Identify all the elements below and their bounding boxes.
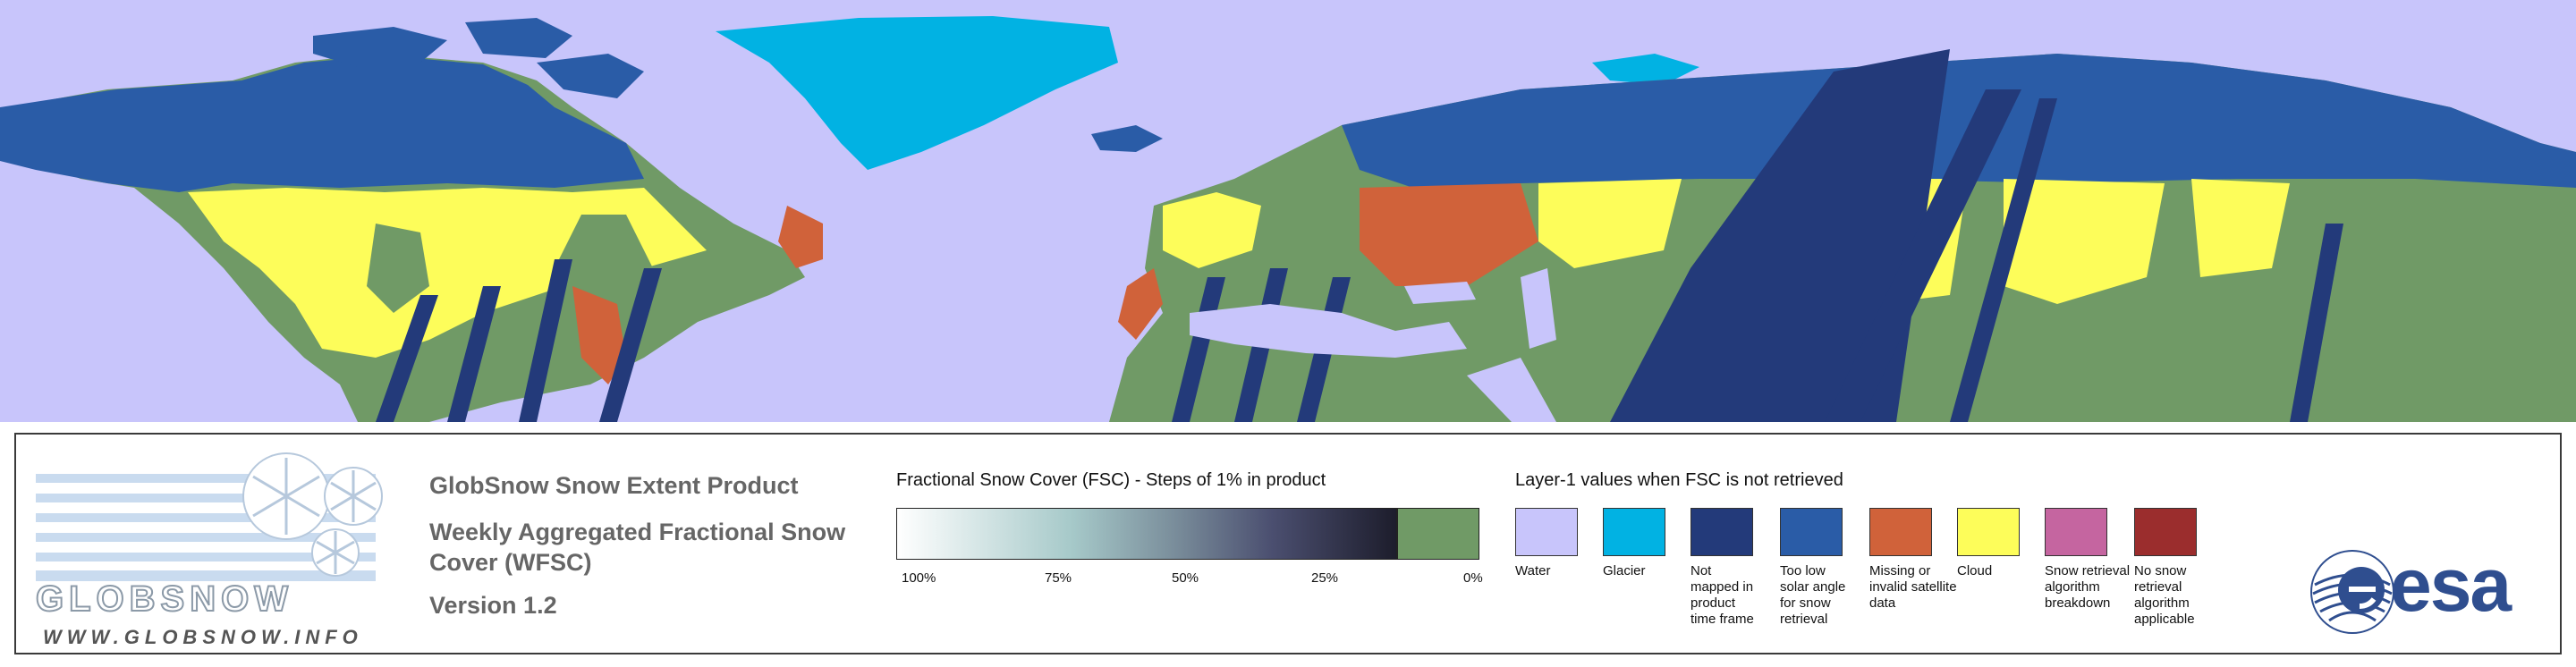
legend-panel: GLOBSNOW WWW.GLOBSNOW.INFO GlobSnow Snow… <box>14 433 2562 654</box>
fsc-scale-title: Fractional Snow Cover (FSC) - Steps of 1… <box>896 470 1326 490</box>
legend-swatch-not-applicable <box>2134 508 2197 556</box>
fsc-tick: 50% <box>1172 570 1199 586</box>
legend-label-line: Cloud <box>1957 563 1993 578</box>
legend-label-invalid: Missing or invalid satellite data <box>1869 563 1959 612</box>
product-subtitle-line1: Weekly Aggregated Fractional Snow <box>429 519 846 545</box>
fsc-zero-swatch <box>1397 508 1479 560</box>
legend-swatch-cloud <box>1957 508 2020 556</box>
inland-seas <box>1190 268 1556 422</box>
product-subtitle-line2: Cover (WFSC) <box>429 549 592 576</box>
legend-label-line: product <box>1690 595 1736 611</box>
legend-label-line: retrieval <box>2134 579 2182 595</box>
version-label: Version 1.2 <box>429 592 557 619</box>
legend-label-line: breakdown <box>2045 595 2111 611</box>
legend-label-cloud: Cloud <box>1957 563 2046 579</box>
north-america <box>0 54 823 422</box>
legend-label-line: mapped in <box>1690 579 1754 595</box>
product-title: GlobSnow Snow Extent Product <box>429 472 799 499</box>
legend-label-line: for snow <box>1780 595 1831 611</box>
esa-logo: esa <box>2306 543 2547 637</box>
legend-label-line: time frame <box>1690 612 1754 627</box>
fsc-tick: 75% <box>1045 570 1072 586</box>
svalbard <box>1592 54 1699 85</box>
legend-label-line: invalid satellite <box>1869 579 1957 595</box>
legend-label-line: No snow <box>2134 563 2187 578</box>
esa-wordmark: esa <box>2390 543 2512 627</box>
fsc-tick: 100% <box>902 570 936 586</box>
legend-label-not-applicable: No snow retrieval algorithm applicable <box>2134 563 2224 628</box>
legend-label-line: Glacier <box>1603 563 1646 578</box>
legend-label-breakdown: Snow retrieval algorithm breakdown <box>2045 563 2134 612</box>
layer1-legend-title: Layer-1 values when FSC is not retrieved <box>1515 470 1843 490</box>
legend-swatch-not-mapped <box>1690 508 1753 556</box>
legend-swatch-breakdown <box>2045 508 2107 556</box>
legend-label-line: Missing or <box>1869 563 1931 578</box>
greenland <box>716 16 1118 170</box>
snowflake-icon <box>242 452 383 577</box>
fsc-gradient-bar <box>896 508 1397 560</box>
legend-label-low-sun: Too low solar angle for snow retrieval <box>1780 563 1869 628</box>
legend-swatch-invalid <box>1869 508 1932 556</box>
legend-label-line: data <box>1869 595 1896 611</box>
legend-label-line: Snow retrieval <box>2045 563 2131 578</box>
globsnow-logo: GLOBSNOW WWW.GLOBSNOW.INFO <box>35 447 394 648</box>
legend-label-line: solar angle <box>1780 579 1846 595</box>
legend-label-line: Too low <box>1780 563 1826 578</box>
legend-label-line: applicable <box>2134 612 2195 627</box>
arctic-islands <box>313 18 644 98</box>
legend-swatch-low-sun <box>1780 508 1843 556</box>
logo-wordmark: GLOBSNOW <box>35 578 293 620</box>
esa-emblem-icon <box>2310 550 2394 634</box>
legend-label-water: Water <box>1515 563 1605 579</box>
fsc-tick: 0% <box>1463 570 1483 586</box>
not-mapped-swaths <box>1172 49 2343 422</box>
legend-swatch-water <box>1515 508 1578 556</box>
legend-label-line: Not <box>1690 563 1712 578</box>
legend-label-line: algorithm <box>2134 595 2190 611</box>
logo-stripes <box>36 452 383 581</box>
legend-label-not-mapped: Not mapped in product time frame <box>1690 563 1780 628</box>
legend-label-glacier: Glacier <box>1603 563 1692 579</box>
legend-label-line: algorithm <box>2045 579 2100 595</box>
iceland <box>1091 125 1163 152</box>
fsc-tick: 25% <box>1311 570 1339 586</box>
logo-url[interactable]: WWW.GLOBSNOW.INFO <box>43 626 363 648</box>
legend-swatch-glacier <box>1603 508 1665 556</box>
snow-cover-map <box>0 0 2576 422</box>
legend-label-line: Water <box>1515 563 1551 578</box>
legend-label-line: retrieval <box>1780 612 1828 627</box>
